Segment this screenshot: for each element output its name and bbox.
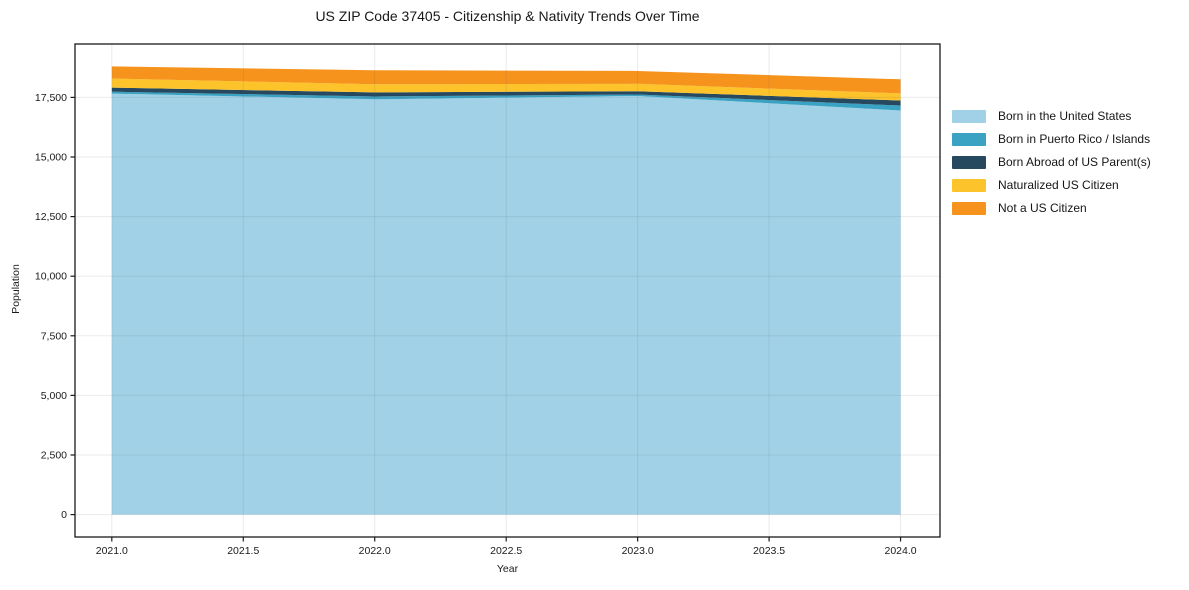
legend-item: Born Abroad of US Parent(s) [952,156,1151,169]
legend-label: Born in Puerto Rico / Islands [998,132,1151,146]
x-tick-label: 2022.0 [359,545,391,557]
legend-item: Not a US Citizen [952,202,1151,215]
area-series-2 [111,87,901,106]
area-series-0 [111,93,901,515]
legend-item: Born in Puerto Rico / Islands [952,133,1151,146]
stacked-areas [111,66,901,515]
x-axis-label: Year [496,563,519,575]
y-tick-label: 17,500 [35,92,67,104]
y-tick-label: 15,000 [35,151,67,163]
x-tick-label: 2023.0 [622,545,654,557]
y-tick-label: 5,000 [41,390,67,402]
x-tick-label: 2024.0 [884,545,916,557]
y-axis-label: Population [10,264,22,314]
x-tick-label: 2022.5 [490,545,522,557]
legend-label: Naturalized US Citizen [998,178,1119,192]
chart-title: US ZIP Code 37405 - Citizenship & Nativi… [315,8,700,24]
y-tick-label: 7,500 [41,330,67,342]
gridlines [75,44,940,537]
area-series-1 [111,91,901,111]
x-tick-label: 2021.0 [96,545,128,557]
legend-swatch-not-citizen-icon [952,202,986,215]
y-tick-label: 0 [61,509,67,521]
area-series-4 [111,66,901,94]
legend-label: Born in the United States [998,109,1132,123]
y-tick-label: 12,500 [35,211,67,223]
legend-item: Born in the United States [952,110,1151,123]
area-series-3 [111,78,901,101]
legend-item: Naturalized US Citizen [952,179,1151,192]
x-tick-label: 2021.5 [227,545,259,557]
legend: Born in the United States Born in Puerto… [952,110,1151,215]
legend-label: Born Abroad of US Parent(s) [998,155,1151,169]
tick-marks [70,96,902,542]
legend-label: Not a US Citizen [998,201,1087,215]
tick-labels: 0 2,500 5,000 7,500 10,000 12,500 15,000 17,500… [35,92,917,557]
x-tick-label: 2023.5 [753,545,785,557]
plot-border [74,43,941,538]
y-tick-label: 10,000 [35,271,67,283]
legend-swatch-born-abroad-icon [952,156,986,169]
y-tick-label: 2,500 [41,449,67,461]
legend-swatch-puerto-rico-icon [952,133,986,146]
legend-swatch-naturalized-icon [952,179,986,192]
legend-swatch-born-us-icon [952,110,986,123]
